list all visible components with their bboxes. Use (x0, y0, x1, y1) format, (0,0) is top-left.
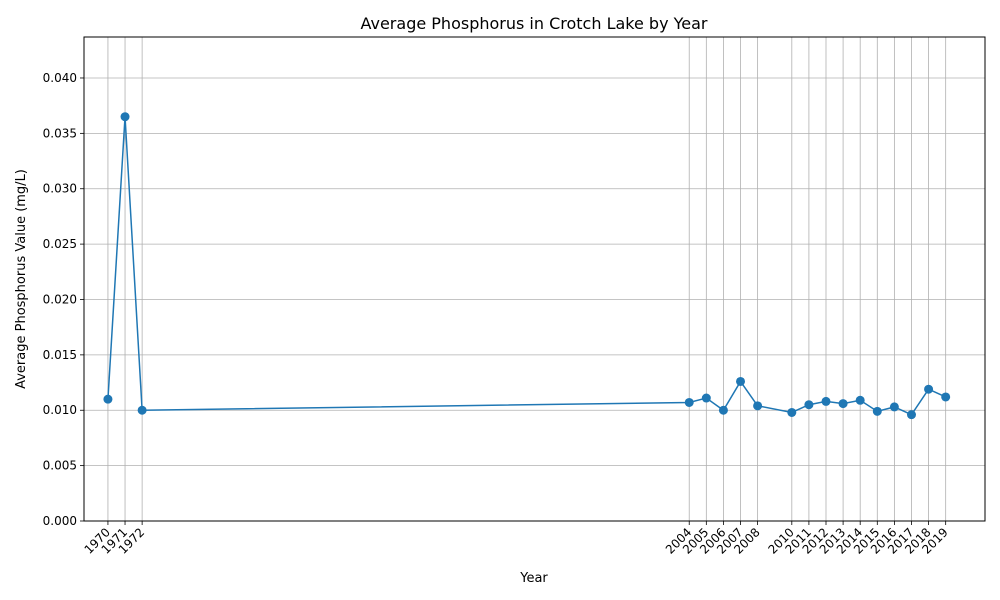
grid-lines (84, 37, 985, 522)
data-point (103, 394, 113, 404)
data-point (906, 410, 916, 420)
y-tick-label: 0.020 (43, 292, 77, 306)
data-point (804, 400, 814, 410)
y-tick-label: 0.035 (43, 126, 77, 140)
data-point (718, 405, 728, 415)
data-point (137, 405, 147, 415)
series-line (107, 116, 946, 416)
x-axis-label: Year (519, 571, 548, 586)
data-point (684, 397, 694, 407)
data-point (120, 112, 130, 122)
y-tick-label: 0.000 (43, 514, 77, 528)
data-point (924, 384, 934, 394)
data-point (872, 406, 882, 416)
y-tick-label: 0.015 (43, 348, 77, 362)
y-axis-ticks: 0.000 0.005 0.010 0.015 0.020 0.025 0.030 0.035… (43, 71, 84, 528)
data-point (855, 395, 865, 405)
y-tick-label: 0.010 (43, 403, 77, 417)
data-point (753, 401, 763, 411)
data-point (701, 393, 711, 403)
data-point (736, 376, 746, 386)
series-phosphorus (103, 112, 951, 420)
data-point (821, 396, 831, 406)
data-point (889, 402, 899, 412)
plot-frame (83, 36, 986, 522)
chart-title: Average Phosphorus in Crotch Lake by Yea… (360, 14, 707, 33)
axes (83, 36, 986, 522)
data-point (838, 399, 848, 409)
data-point (787, 407, 797, 417)
y-axis-label: Average Phosphorus Value (mg/L) (14, 169, 29, 389)
y-tick-label: 0.030 (43, 182, 77, 196)
data-point (941, 392, 951, 402)
y-tick-label: 0.040 (43, 71, 77, 85)
y-tick-label: 0.025 (43, 237, 77, 251)
y-tick-label: 0.005 (43, 459, 77, 473)
